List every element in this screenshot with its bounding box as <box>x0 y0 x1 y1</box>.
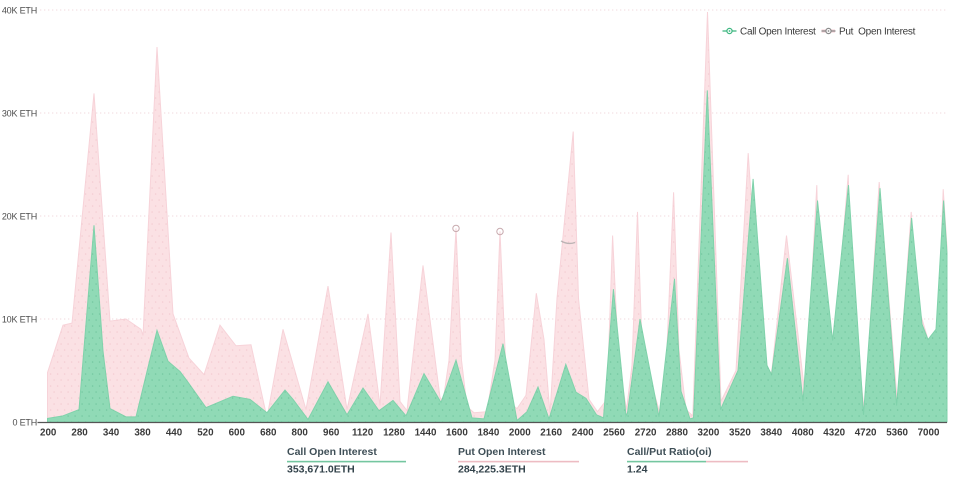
svg-text:200: 200 <box>40 428 57 439</box>
svg-text:Put Open Interest: Put Open Interest <box>458 446 546 458</box>
svg-text:10K ETH: 10K ETH <box>2 314 37 324</box>
svg-text:2880: 2880 <box>666 428 688 439</box>
svg-text:0 ETH: 0 ETH <box>12 417 37 427</box>
svg-text:2400: 2400 <box>572 428 594 439</box>
svg-text:30K ETH: 30K ETH <box>2 108 37 118</box>
svg-text:2000: 2000 <box>509 428 531 439</box>
svg-text:Call Open Interest: Call Open Interest <box>287 446 377 458</box>
svg-text:4320: 4320 <box>823 428 845 439</box>
svg-text:4080: 4080 <box>792 428 814 439</box>
svg-text:380: 380 <box>134 428 151 439</box>
svg-text:40K ETH: 40K ETH <box>2 5 37 15</box>
svg-text:5360: 5360 <box>886 428 908 439</box>
svg-text:340: 340 <box>103 428 120 439</box>
svg-text:800: 800 <box>292 428 309 439</box>
svg-text:4720: 4720 <box>855 428 877 439</box>
svg-text:2720: 2720 <box>635 428 657 439</box>
svg-text:440: 440 <box>166 428 183 439</box>
svg-text:2160: 2160 <box>540 428 562 439</box>
svg-text:2560: 2560 <box>603 428 625 439</box>
svg-text:280: 280 <box>71 428 88 439</box>
svg-text:353,671.0ETH: 353,671.0ETH <box>287 464 355 476</box>
svg-text:3200: 3200 <box>698 428 720 439</box>
svg-text:1600: 1600 <box>446 428 468 439</box>
svg-text:600: 600 <box>229 428 246 439</box>
svg-text:20K ETH: 20K ETH <box>2 211 37 221</box>
svg-text:1.24: 1.24 <box>627 464 648 476</box>
svg-text:680: 680 <box>260 428 277 439</box>
svg-text:Put Open Interest: Put Open Interest <box>839 27 916 38</box>
svg-text:7000: 7000 <box>918 428 940 439</box>
svg-text:Call Open Interest: Call Open Interest <box>740 27 816 38</box>
svg-text:1440: 1440 <box>415 428 437 439</box>
svg-text:284,225.3ETH: 284,225.3ETH <box>458 464 526 476</box>
svg-text:1280: 1280 <box>383 428 405 439</box>
svg-text:1120: 1120 <box>352 428 374 439</box>
svg-text:3840: 3840 <box>760 428 782 439</box>
svg-text:3520: 3520 <box>729 428 751 439</box>
svg-text:960: 960 <box>323 428 340 439</box>
svg-text:Call/Put Ratio(oi): Call/Put Ratio(oi) <box>627 446 712 458</box>
svg-text:1840: 1840 <box>478 428 500 439</box>
svg-text:520: 520 <box>197 428 214 439</box>
